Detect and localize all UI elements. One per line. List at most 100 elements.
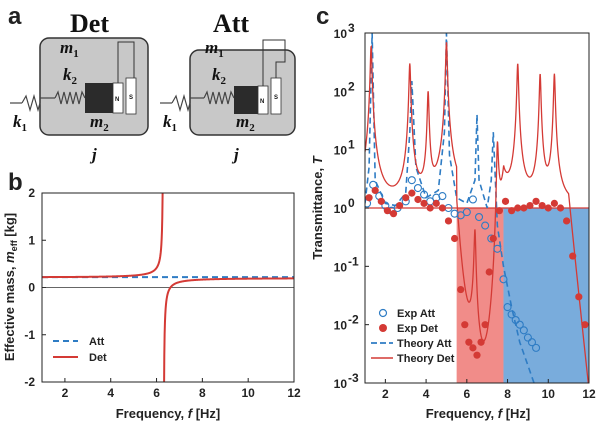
series-exp-att-points: [365, 176, 541, 352]
chart-b-ytick-label: -2: [24, 375, 35, 389]
data-point-exp-det: [563, 217, 571, 225]
chart-b-xtick-label: 2: [62, 386, 69, 400]
data-point-exp-det: [396, 201, 404, 210]
data-point-exp-det: [550, 199, 558, 207]
chart-c-ytick-exponent: 3: [348, 21, 355, 35]
chart-c-xtick-label: 6: [463, 387, 470, 401]
legend-att-label: Att: [89, 336, 105, 348]
chart-c-ytick-exponent: 2: [348, 79, 355, 93]
chart-c-ytick-exponent: 1: [348, 138, 355, 152]
series-theory-att-curve: [365, 33, 535, 383]
panel-b-label: b: [8, 169, 23, 196]
data-point-exp-att: [503, 303, 512, 312]
att-m2-label: m2: [236, 112, 255, 134]
data-point-exp-det: [451, 234, 459, 243]
att-k2-spring: [190, 90, 235, 105]
det-m2-label: m2: [90, 112, 109, 134]
panel-a: a Det N S m1 k2 m2 k1 j: [8, 3, 296, 164]
chart-c-ytick-label: 10: [334, 85, 348, 99]
chart-c-legend: Exp Att Exp Det Theory Att Theory Det: [371, 308, 455, 365]
det-magnet-s: [125, 77, 137, 115]
data-point-exp-det: [371, 186, 379, 195]
data-point-exp-att: [515, 320, 524, 329]
att-j-label: j: [231, 145, 239, 164]
chart-b-xtick-label: 4: [107, 386, 114, 400]
data-point-exp-det: [477, 338, 485, 346]
chart-c-ytick-label: 10: [334, 27, 348, 41]
chart-c-ytick-exponent: -2: [348, 313, 359, 327]
det-k1-label: k1: [13, 112, 27, 134]
chart-c-xtick-label: 4: [423, 387, 430, 401]
data-point-exp-det: [485, 268, 493, 276]
chart-c-plot-area: [365, 33, 589, 383]
chart-c-ytick-exponent: 0: [348, 196, 355, 210]
data-point-exp-att: [468, 195, 477, 204]
det-j-label: j: [89, 145, 97, 164]
det-magnet-n-label: N: [115, 97, 119, 103]
att-magnet-n-label: N: [260, 99, 264, 105]
data-point-exp-det: [526, 201, 534, 210]
data-point-exp-det: [495, 207, 503, 215]
legend-exp-det-label: Exp Det: [397, 323, 438, 335]
data-point-exp-det: [532, 197, 540, 205]
data-point-exp-det: [426, 204, 434, 212]
data-point-exp-det: [408, 189, 416, 197]
data-point-exp-att: [474, 212, 484, 222]
att-schematic: Att N S m1 k2 m2 k1 j: [160, 9, 296, 164]
data-point-exp-det: [481, 321, 489, 329]
data-point-exp-det: [581, 321, 589, 329]
data-point-exp-att: [519, 326, 528, 335]
det-k2-label: k2: [63, 65, 78, 87]
data-point-exp-det: [377, 197, 385, 205]
att-magnet-s-label: S: [274, 95, 278, 101]
data-point-exp-att: [456, 211, 465, 220]
chart-b-xtick-label: 10: [242, 386, 256, 400]
det-magnet-s-label: S: [129, 95, 133, 101]
att-mass-m2: [234, 86, 258, 114]
data-point-exp-det: [544, 204, 552, 212]
data-point-exp-att: [420, 190, 429, 199]
legend-theory-att-label: Theory Att: [397, 338, 452, 350]
data-point-exp-att: [523, 333, 532, 342]
legend-exp-det-swatch: [379, 324, 387, 332]
data-point-exp-det: [402, 194, 410, 202]
data-point-exp-att: [499, 275, 508, 284]
att-linkage: [262, 39, 286, 86]
chart-c-ytick-exponent: -3: [348, 371, 359, 385]
det-m1-label: m1: [60, 38, 79, 60]
chart-b-ylabel: Effective mass, meff [kg]: [2, 213, 19, 361]
data-point-exp-det: [432, 199, 440, 207]
legend-exp-att-label: Exp Att: [397, 308, 435, 320]
series-theory-det-curve: [365, 42, 589, 383]
data-point-exp-det: [520, 204, 528, 212]
data-point-exp-det: [489, 234, 497, 243]
det-schematic: Det N S m1 k2 m2 k1 j: [10, 9, 149, 164]
legend-theory-det-label: Theory Det: [397, 353, 455, 365]
data-point-exp-det: [469, 344, 477, 352]
chart-b-legend: Att Det: [53, 336, 107, 364]
data-point-exp-det: [461, 321, 469, 329]
chart-c-xtick-label: 10: [542, 387, 556, 401]
chart-c-xlabel: Frequency, f [Hz]: [426, 406, 531, 421]
data-point-exp-att: [493, 244, 502, 253]
chart-c-ytick-exponent: -1: [348, 254, 359, 268]
att-k2-label: k2: [212, 65, 227, 87]
det-mass-m2: [85, 83, 113, 113]
data-point-exp-att: [481, 221, 490, 230]
chart-b-xtick-label: 12: [287, 386, 301, 400]
data-point-exp-det: [473, 351, 481, 359]
chart-b-ytick-label: 2: [28, 186, 35, 200]
att-k1-label: k1: [163, 112, 177, 134]
data-point-exp-det: [438, 204, 446, 212]
series-exp-det-points: [365, 186, 589, 359]
data-point-exp-det: [420, 199, 428, 207]
chart-b-ytick-label: 1: [28, 233, 35, 247]
data-point-exp-att: [527, 338, 537, 347]
chart-c-ylabel: Transmittance, T: [310, 155, 325, 259]
chart-b-frame: [41, 192, 295, 383]
panel-c-label: c: [316, 3, 329, 30]
chart-b-plot-area: [42, 193, 294, 382]
